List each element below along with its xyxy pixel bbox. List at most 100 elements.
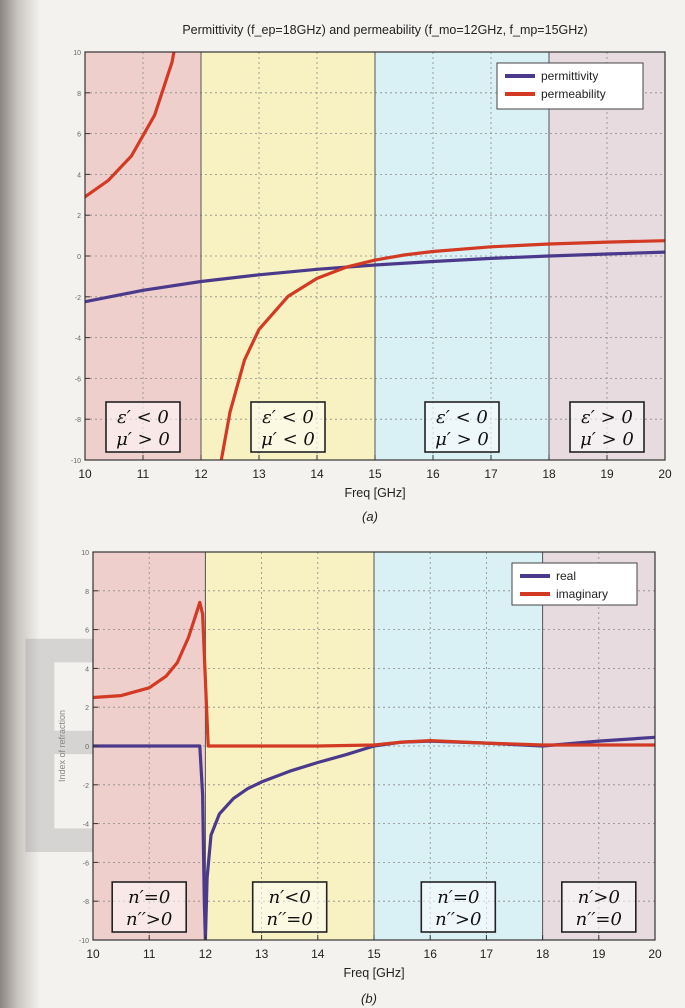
figure-caption: (b) bbox=[361, 991, 377, 1006]
region-label-line1: n′<0 bbox=[269, 887, 311, 908]
figure-caption: (a) bbox=[362, 509, 378, 524]
y-tick-label: 10 bbox=[73, 50, 81, 57]
region-label-box-0: n′=0n′′>0 bbox=[111, 881, 187, 933]
y-tick-label: 6 bbox=[85, 628, 89, 635]
x-axis-label: Freq [GHz] bbox=[343, 966, 404, 980]
region-label-line2: n′′=0 bbox=[267, 909, 313, 930]
series-group bbox=[93, 600, 655, 940]
region-label-frame bbox=[420, 881, 497, 933]
y-tick-label: 8 bbox=[77, 91, 81, 98]
region-label-frame bbox=[424, 401, 500, 453]
chart-b: 10 11 12 13 14 15 16 17 18 19 20 -10 -8 -6 -4 -2 0 2 4 6 8 10… bbox=[57, 550, 662, 1006]
region-label-frame bbox=[569, 401, 645, 453]
y-tick-label: -2 bbox=[75, 295, 81, 302]
legend: real imaginary bbox=[511, 562, 638, 606]
y-tick-label: 2 bbox=[77, 213, 81, 220]
x-tick-label: 11 bbox=[143, 947, 156, 961]
y-tick-label: -4 bbox=[83, 822, 89, 829]
y-tick-label: -8 bbox=[83, 899, 89, 906]
region-label-line1: n′>0 bbox=[578, 887, 620, 908]
x-tick-label: 16 bbox=[424, 947, 438, 961]
x-tick-label: 18 bbox=[536, 947, 550, 961]
region-band-1 bbox=[201, 52, 375, 460]
x-tick-label: 15 bbox=[368, 467, 382, 481]
region-label-box-3: n′>0n′′=0 bbox=[560, 881, 637, 933]
region-label-box-1: n′<0n′′=0 bbox=[251, 881, 328, 933]
legend-label-imaginary: imaginary bbox=[556, 587, 608, 601]
region-label-line2: n′′>0 bbox=[126, 909, 172, 930]
x-tick-label: 12 bbox=[194, 467, 208, 481]
region-label-frame bbox=[251, 881, 328, 933]
x-tick-label: 18 bbox=[542, 467, 556, 481]
region-label-line1: ε′ < 0 bbox=[262, 407, 314, 428]
region-label-line2: μ′ > 0 bbox=[435, 429, 489, 450]
y-tick-label: -8 bbox=[75, 417, 81, 424]
region-label-line1: ε′ < 0 bbox=[117, 407, 169, 428]
x-tick-label: 17 bbox=[484, 467, 498, 481]
legend-frame bbox=[496, 62, 644, 110]
region-label-box-2: n′=0n′′>0 bbox=[420, 881, 497, 933]
x-tick-label: 10 bbox=[78, 467, 92, 481]
chart-a: 10 11 12 13 14 15 16 17 18 19 20 -10 -8 -6 -4 -2 0 2 4 6 8 10… bbox=[71, 23, 672, 524]
series-line-permittivity bbox=[85, 250, 665, 304]
region-label-line1: ε′ < 0 bbox=[436, 407, 488, 428]
series-line-imaginary bbox=[93, 600, 655, 748]
region-label-box-1: ε′ < 0μ′ < 0 bbox=[250, 401, 326, 453]
x-tick-label: 19 bbox=[592, 947, 606, 961]
region-label-line1: ε′ > 0 bbox=[581, 407, 633, 428]
region-label-line2: μ′ < 0 bbox=[261, 429, 315, 450]
y-tick-label: 0 bbox=[77, 254, 81, 261]
x-tick-label: 13 bbox=[252, 467, 266, 481]
y-tick-label: 4 bbox=[77, 172, 81, 179]
series-group bbox=[85, 52, 665, 460]
x-axis-label: Freq [GHz] bbox=[344, 486, 405, 500]
legend-frame bbox=[511, 562, 638, 606]
x-tick-label: 20 bbox=[648, 947, 662, 961]
x-tick-label: 11 bbox=[137, 467, 150, 481]
scan-edge-shadow bbox=[0, 0, 40, 1008]
x-tick-label: 17 bbox=[480, 947, 494, 961]
legend-label-permeability: permeability bbox=[541, 87, 606, 101]
region-label-line2: n′′>0 bbox=[435, 909, 481, 930]
region-label-box-3: ε′ > 0μ′ > 0 bbox=[569, 401, 645, 453]
y-tick-label: 6 bbox=[77, 132, 81, 139]
region-label-line2: μ′ > 0 bbox=[580, 429, 634, 450]
region-label-line2: n′′=0 bbox=[576, 909, 622, 930]
y-tick-label: 4 bbox=[85, 666, 89, 673]
region-label-frame bbox=[250, 401, 326, 453]
chart-title: Permittivity (f_ep=18GHz) and permeabili… bbox=[182, 23, 587, 37]
x-tick-label: 16 bbox=[426, 467, 440, 481]
y-axis-label: Index of refraction bbox=[57, 710, 67, 782]
legend-label-real: real bbox=[556, 569, 576, 583]
region-label-line2: μ′ > 0 bbox=[116, 429, 170, 450]
region-label-line1: n′=0 bbox=[437, 887, 479, 908]
y-tick-label: -4 bbox=[75, 336, 81, 343]
region-label-line1: n′=0 bbox=[128, 887, 170, 908]
series-line-permeability bbox=[85, 52, 665, 460]
x-tick-label: 20 bbox=[658, 467, 672, 481]
y-tick-label: 2 bbox=[85, 705, 89, 712]
region-label-box-0: ε′ < 0μ′ > 0 bbox=[105, 401, 181, 453]
y-tick-label: -2 bbox=[83, 783, 89, 790]
legend: permittivity permeability bbox=[496, 62, 644, 110]
y-tick-label: -10 bbox=[71, 458, 81, 465]
y-tick-label: 0 bbox=[85, 744, 89, 751]
region-label-frame bbox=[111, 881, 187, 933]
y-tick-label: -6 bbox=[83, 860, 89, 867]
legend-label-permittivity: permittivity bbox=[541, 69, 598, 83]
x-tick-label: 10 bbox=[86, 947, 100, 961]
x-tick-label: 14 bbox=[311, 947, 325, 961]
x-tick-label: 14 bbox=[310, 467, 324, 481]
y-tick-label: 10 bbox=[81, 550, 89, 557]
x-tick-label: 13 bbox=[255, 947, 269, 961]
region-label-frame bbox=[560, 881, 637, 933]
x-tick-label: 19 bbox=[600, 467, 614, 481]
x-tick-label: 12 bbox=[199, 947, 213, 961]
y-tick-label: -10 bbox=[79, 938, 89, 945]
y-tick-label: 8 bbox=[85, 589, 89, 596]
x-tick-label: 15 bbox=[367, 947, 381, 961]
y-tick-label: -6 bbox=[75, 376, 81, 383]
region-label-frame bbox=[105, 401, 181, 453]
region-label-box-2: ε′ < 0μ′ > 0 bbox=[424, 401, 500, 453]
